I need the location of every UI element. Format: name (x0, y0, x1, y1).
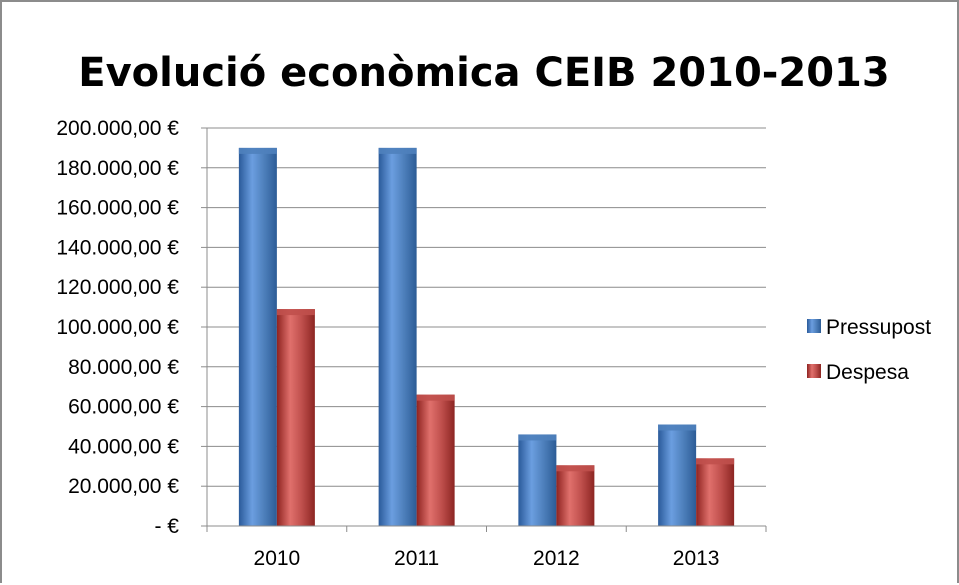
legend-swatch (807, 364, 821, 378)
x-tick-label: 2013 (673, 547, 720, 570)
y-tick-label: 60.000,00 € (68, 396, 179, 419)
bar-top (658, 424, 697, 431)
y-tick-label: 100.000,00 € (56, 316, 179, 339)
bar-body (276, 309, 315, 526)
chart-title: Evolució econòmica CEIB 2010-2013 (78, 50, 889, 96)
legend-item-pressupost: Pressupost (807, 316, 931, 339)
x-tick-label: 2010 (254, 547, 301, 570)
bar-body (518, 434, 557, 526)
bar-body (378, 147, 417, 526)
bar-top (416, 394, 455, 401)
bars-layer (238, 147, 735, 526)
axis-layer (201, 127, 767, 532)
bar-top (556, 465, 595, 472)
legend-label: Pressupost (826, 316, 931, 339)
legend-swatch (807, 319, 821, 333)
y-tick-label: 80.000,00 € (68, 356, 179, 379)
legend-label: Despesa (826, 361, 909, 384)
bar-top (518, 434, 557, 441)
bar-pressupost-2010 (238, 147, 277, 526)
bar-despesa-2013 (696, 458, 735, 526)
x-tick-label: 2011 (394, 547, 439, 570)
y-tick-label: 160.000,00 € (56, 197, 179, 220)
bar-pressupost-2011 (378, 147, 417, 526)
bar-body (556, 465, 595, 526)
bar-body (658, 424, 697, 526)
y-tick-label: 120.000,00 € (56, 276, 179, 299)
bar-despesa-2012 (556, 465, 595, 526)
x-tick-labels: 2010 2011 2012 2013 (254, 547, 720, 570)
legend-item-despesa: Despesa (807, 361, 909, 384)
legend: Pressupost Despesa (807, 316, 931, 384)
bar-body (696, 458, 735, 526)
bar-top (276, 309, 315, 316)
y-tick-label: 180.000,00 € (56, 157, 179, 180)
y-tick-label: 200.000,00 € (56, 117, 179, 140)
bar-top (238, 147, 277, 154)
bar-pressupost-2013 (658, 424, 697, 526)
y-tick-label: 20.000,00 € (68, 475, 179, 498)
y-tick-label: - € (154, 515, 179, 538)
bar-despesa-2010 (276, 309, 315, 526)
bar-despesa-2011 (416, 394, 455, 526)
bar-top (696, 458, 735, 465)
y-tick-labels: - € 20.000,00 € 40.000,00 € 60.000,00 € 80.0… (56, 117, 179, 538)
bar-top (378, 147, 417, 154)
bar-body (416, 394, 455, 526)
x-tick-label: 2012 (533, 547, 580, 570)
bar-body (238, 147, 277, 526)
y-tick-label: 140.000,00 € (56, 236, 179, 259)
bar-pressupost-2012 (518, 434, 557, 526)
y-tick-label: 40.000,00 € (68, 435, 179, 458)
